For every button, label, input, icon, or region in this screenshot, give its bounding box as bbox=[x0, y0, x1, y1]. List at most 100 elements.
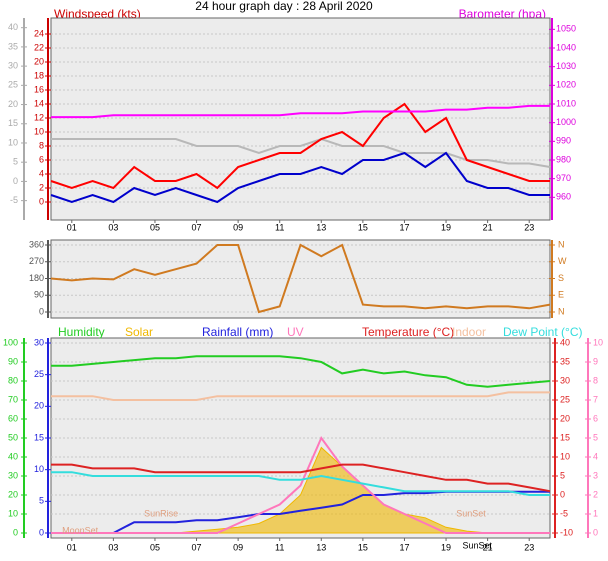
series-line bbox=[50, 151, 550, 204]
y-tick-label: 1020 bbox=[556, 80, 576, 90]
x-tick-label: 11 bbox=[275, 222, 284, 232]
x-tick-label: 17 bbox=[399, 222, 409, 232]
y-tick-label: 15 bbox=[8, 118, 18, 128]
y-tick-label: 14 bbox=[34, 98, 44, 108]
x-tick-label: 03 bbox=[108, 222, 118, 232]
y-tick-label: S bbox=[558, 273, 564, 283]
x-tick-label: 13 bbox=[316, 542, 326, 552]
y-tick-label: 10 bbox=[8, 508, 18, 518]
y-tick-label: 5 bbox=[593, 432, 598, 442]
x-tick-label: 15 bbox=[358, 222, 368, 232]
x-tick-label: 09 bbox=[233, 542, 243, 552]
y-tick-label: 0 bbox=[13, 527, 18, 537]
legend-entry: Solar bbox=[125, 325, 153, 339]
y-tick-label: 30 bbox=[8, 470, 18, 480]
y-tick-label: 25 bbox=[8, 80, 18, 90]
y-tick-label: 30 bbox=[560, 375, 570, 385]
x-tick-label: 21 bbox=[483, 222, 493, 232]
legend-entry: Humidity bbox=[58, 325, 105, 339]
annotation: SunRise bbox=[144, 508, 178, 518]
y-tick-label: N bbox=[558, 239, 565, 249]
x-tick-label: 19 bbox=[441, 542, 451, 552]
series-line bbox=[51, 436, 550, 534]
y-tick-label: 1010 bbox=[556, 98, 576, 108]
y-tick-label: 80 bbox=[8, 375, 18, 385]
y-tick-label: 1030 bbox=[556, 61, 576, 71]
series-line bbox=[50, 243, 551, 314]
y-tick-label: 10 bbox=[34, 126, 44, 136]
y-tick-label: 970 bbox=[556, 173, 571, 183]
y-tick-label: 10 bbox=[34, 464, 44, 474]
chart-title: 24 hour graph day : 28 April 2020 bbox=[195, 0, 373, 13]
y-tick-label: -5 bbox=[10, 195, 18, 205]
y-tick-label: 0 bbox=[560, 489, 565, 499]
y-tick-label: 10 bbox=[8, 137, 18, 147]
y-tick-label: N bbox=[558, 306, 565, 316]
legend-entry: Dew Point (°C) bbox=[503, 325, 582, 339]
y-tick-label: 60 bbox=[8, 413, 18, 423]
series-line bbox=[51, 463, 551, 493]
series-line bbox=[51, 471, 550, 496]
y-tick-label: 0 bbox=[13, 176, 18, 186]
series-line bbox=[50, 102, 550, 190]
y-tick-label: 35 bbox=[8, 41, 18, 51]
y-tick-label: 5 bbox=[13, 157, 18, 167]
x-tick-label: 03 bbox=[108, 542, 118, 552]
x-tick-label: 07 bbox=[192, 222, 202, 232]
y-tick-label: 990 bbox=[556, 136, 571, 146]
annotation: MoonSet bbox=[62, 525, 99, 535]
y-tick-label: 15 bbox=[34, 432, 44, 442]
y-tick-label: 24 bbox=[34, 28, 44, 38]
y-tick-label: 12 bbox=[34, 112, 44, 122]
y-tick-label: -10 bbox=[560, 527, 573, 537]
y-tick-label: 70 bbox=[8, 394, 18, 404]
y-tick-label: 1050 bbox=[556, 24, 576, 34]
x-tick-label: 13 bbox=[316, 222, 326, 232]
y-tick-label: 980 bbox=[556, 154, 571, 164]
y-tick-label: 20 bbox=[34, 56, 44, 66]
y-tick-label: 90 bbox=[8, 356, 18, 366]
y-tick-label: 40 bbox=[8, 22, 18, 32]
series-line bbox=[51, 391, 550, 401]
legend-entry: UV bbox=[287, 325, 304, 339]
y-tick-label: 8 bbox=[593, 375, 598, 385]
x-tick-label: 05 bbox=[150, 542, 160, 552]
y-tick-label: 270 bbox=[29, 256, 44, 266]
y-tick-label: 0 bbox=[39, 196, 44, 206]
y-tick-label: 0 bbox=[39, 306, 44, 316]
y-tick-label: 5 bbox=[560, 470, 565, 480]
y-tick-label: E bbox=[558, 290, 564, 300]
y-tick-label: 360 bbox=[29, 239, 44, 249]
y-tick-label: 30 bbox=[34, 337, 44, 347]
y-tick-label: 6 bbox=[593, 413, 598, 423]
x-tick-label: 23 bbox=[524, 222, 534, 232]
y-tick-label: 5 bbox=[39, 496, 44, 506]
y-tick-label: 9 bbox=[593, 356, 598, 366]
y-tick-label: 3 bbox=[593, 470, 598, 480]
y-tick-label: 22 bbox=[34, 42, 44, 52]
y-tick-label: 20 bbox=[8, 489, 18, 499]
y-tick-label: 7 bbox=[593, 394, 598, 404]
plot-area bbox=[50, 17, 551, 221]
y-tick-label: 1040 bbox=[556, 42, 576, 52]
x-tick-label: 05 bbox=[150, 222, 160, 232]
annotation: SunSet bbox=[462, 541, 492, 551]
y-tick-label: 30 bbox=[8, 60, 18, 70]
y-tick-label: 10 bbox=[560, 451, 570, 461]
y-tick-label: 2 bbox=[39, 182, 44, 192]
y-tick-label: 1 bbox=[593, 508, 598, 518]
legend-entry: Indoor bbox=[452, 325, 486, 339]
x-tick-label: 17 bbox=[399, 542, 409, 552]
x-tick-label: 15 bbox=[358, 542, 368, 552]
y-tick-label: 960 bbox=[556, 192, 571, 202]
y-tick-label: 20 bbox=[560, 413, 570, 423]
y-tick-label: 6 bbox=[39, 154, 44, 164]
x-tick-label: 01 bbox=[67, 222, 77, 232]
y-tick-label: 0 bbox=[593, 527, 598, 537]
legend-entry: Rainfall (mm) bbox=[202, 325, 273, 339]
annotation: SunSet bbox=[456, 508, 486, 518]
x-tick-label: 11 bbox=[275, 542, 284, 552]
y-tick-label: 15 bbox=[560, 432, 570, 442]
y-tick-label: 0 bbox=[39, 527, 44, 537]
